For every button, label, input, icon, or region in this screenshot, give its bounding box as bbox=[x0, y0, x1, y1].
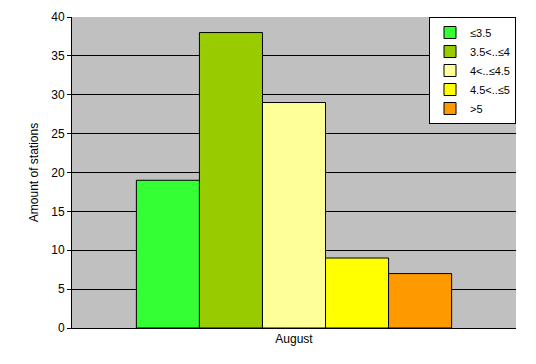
svg-text:3.5<..≤4: 3.5<..≤4 bbox=[470, 46, 510, 58]
svg-text:0: 0 bbox=[58, 321, 65, 335]
svg-text:35: 35 bbox=[51, 49, 65, 63]
svg-text:August: August bbox=[275, 332, 313, 346]
svg-text:30: 30 bbox=[51, 88, 65, 102]
svg-text:>5: >5 bbox=[470, 103, 483, 115]
svg-text:5: 5 bbox=[58, 282, 65, 296]
svg-text:20: 20 bbox=[51, 166, 65, 180]
svg-text:15: 15 bbox=[51, 205, 65, 219]
svg-text:25: 25 bbox=[51, 127, 65, 141]
svg-text:10: 10 bbox=[51, 243, 65, 257]
svg-text:40: 40 bbox=[51, 10, 65, 24]
svg-text:4<..≤4.5: 4<..≤4.5 bbox=[470, 65, 510, 77]
svg-text:≤3.5: ≤3.5 bbox=[470, 27, 491, 39]
svg-text:Amount of stations: Amount of stations bbox=[27, 123, 41, 222]
svg-text:4.5<..≤5: 4.5<..≤5 bbox=[470, 84, 510, 96]
